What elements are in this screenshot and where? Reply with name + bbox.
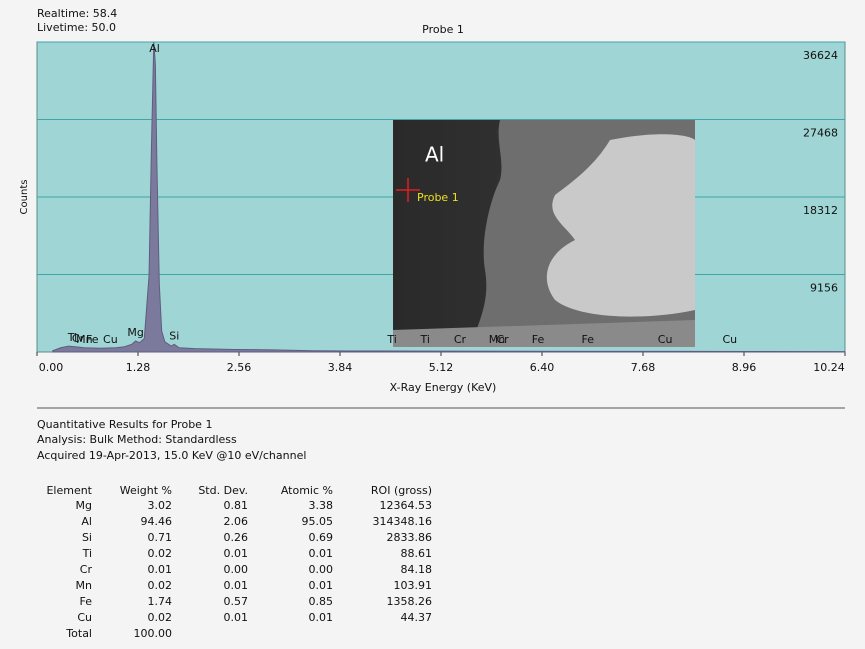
peak-label: Cr — [454, 333, 467, 346]
x-tick-label: 0.00 — [39, 361, 64, 374]
table-cell: 0.02 — [148, 579, 173, 592]
table-cell: Ti — [82, 547, 92, 560]
table-cell: 0.01 — [309, 547, 334, 560]
peak-label: Cu — [658, 333, 673, 346]
livetime: Livetime: 50.0 — [37, 21, 116, 34]
sem-image: Al Probe 1 — [393, 120, 695, 347]
peak-label: Mn — [76, 333, 92, 346]
table-header: Std. Dev. — [198, 484, 248, 497]
table-cell: Total — [65, 627, 92, 640]
sem-edge — [393, 320, 695, 347]
x-tick-label: 3.84 — [328, 361, 353, 374]
table-cell: 94.46 — [141, 515, 173, 528]
y-axis-label: Counts — [19, 180, 30, 215]
results-acquired: Acquired 19-Apr-2013, 15.0 KeV @10 eV/ch… — [37, 449, 306, 462]
table-cell: Fe — [80, 595, 93, 608]
table-cell: 0.81 — [224, 499, 249, 512]
table-cell: 314348.16 — [373, 515, 433, 528]
table-cell: 0.01 — [148, 563, 173, 576]
table-cell: 0.00 — [224, 563, 249, 576]
table-cell: Si — [82, 531, 92, 544]
table-cell: 0.01 — [224, 611, 249, 624]
table-header: Element — [46, 484, 92, 497]
table-cell: 2.06 — [224, 515, 249, 528]
table-cell: 0.69 — [309, 531, 334, 544]
table-cell: 95.05 — [302, 515, 334, 528]
peak-label: Cr — [72, 332, 85, 345]
results-table: Element Weight % Std. Dev. Atomic % ROI (gro… — [46, 484, 432, 640]
table-header: ROI (gross) — [371, 484, 432, 497]
peak-label: Ti — [67, 331, 77, 344]
peak-label: Si — [169, 329, 179, 342]
table-header: Atomic % — [281, 484, 333, 497]
peak-label: Cu — [103, 333, 118, 346]
peak-label: Cu — [722, 333, 737, 346]
x-tick-label: 5.12 — [429, 361, 454, 374]
table-cell: 1358.26 — [387, 595, 433, 608]
x-tick-label: 6.40 — [530, 361, 555, 374]
table-cell: 0.00 — [309, 563, 334, 576]
table-cell: 0.26 — [224, 531, 249, 544]
table-header: Weight % — [120, 484, 172, 497]
table-cell: 1.74 — [148, 595, 173, 608]
table-cell: 0.02 — [148, 611, 173, 624]
spectrum — [52, 41, 846, 353]
table-cell: Mn — [76, 579, 92, 592]
y-tick-label: 9156 — [810, 282, 838, 295]
table-cell: Al — [81, 515, 92, 528]
table-cell: 88.61 — [401, 547, 433, 560]
realtime: Realtime: 58.4 — [37, 7, 117, 20]
table-cell: 2833.86 — [387, 531, 433, 544]
y-tick-label: 36624 — [803, 49, 838, 62]
table-cell: 0.01 — [309, 579, 334, 592]
table-cell: 0.01 — [224, 579, 249, 592]
x-tick-label: 8.96 — [732, 361, 757, 374]
table-cell: 3.02 — [148, 499, 173, 512]
table-cell: 100.00 — [134, 627, 173, 640]
peak-label: Mn — [489, 333, 505, 346]
peak-label: Ti — [420, 333, 430, 346]
table-cell: 0.71 — [148, 531, 173, 544]
table-cell: 3.38 — [309, 499, 334, 512]
image-label: Al — [425, 143, 444, 167]
table-cell: 0.85 — [309, 595, 334, 608]
peak-label: Al — [149, 42, 160, 55]
table-cell: 103.91 — [394, 579, 433, 592]
table-cell: 0.02 — [148, 547, 173, 560]
peak-label: Fe — [86, 333, 99, 346]
x-tick-label: 7.68 — [631, 361, 656, 374]
peak-label: Mg — [127, 326, 143, 339]
sem-bright-region — [546, 134, 695, 317]
x-tick-label: 1.28 — [126, 361, 151, 374]
table-cell: Cr — [80, 563, 93, 576]
peak-label: Fe — [532, 333, 545, 346]
y-tick-label: 18312 — [803, 204, 838, 217]
x-tick-label: 2.56 — [227, 361, 252, 374]
probe-label: Probe 1 — [417, 191, 459, 204]
table-cell: 12364.53 — [380, 499, 433, 512]
peak-label: Ti — [386, 333, 396, 346]
table-cell: Mg — [76, 499, 92, 512]
table-cell: Cu — [77, 611, 92, 624]
results-analysis: Analysis: Bulk Method: Standardless — [37, 433, 237, 446]
table-cell: 0.01 — [224, 547, 249, 560]
peak-label: Cr — [496, 333, 509, 346]
table-cell: 0.57 — [224, 595, 249, 608]
x-axis-label: X-Ray Energy (KeV) — [390, 381, 497, 394]
peak-label: Fe — [582, 333, 595, 346]
x-tick-label: 10.24 — [813, 361, 845, 374]
table-cell: 0.01 — [309, 611, 334, 624]
table-cell: 44.37 — [401, 611, 433, 624]
table-cell: 84.18 — [401, 563, 433, 576]
results-title: Quantitative Results for Probe 1 — [37, 418, 212, 431]
y-tick-label: 27468 — [803, 127, 838, 140]
chart-title: Probe 1 — [422, 23, 464, 36]
